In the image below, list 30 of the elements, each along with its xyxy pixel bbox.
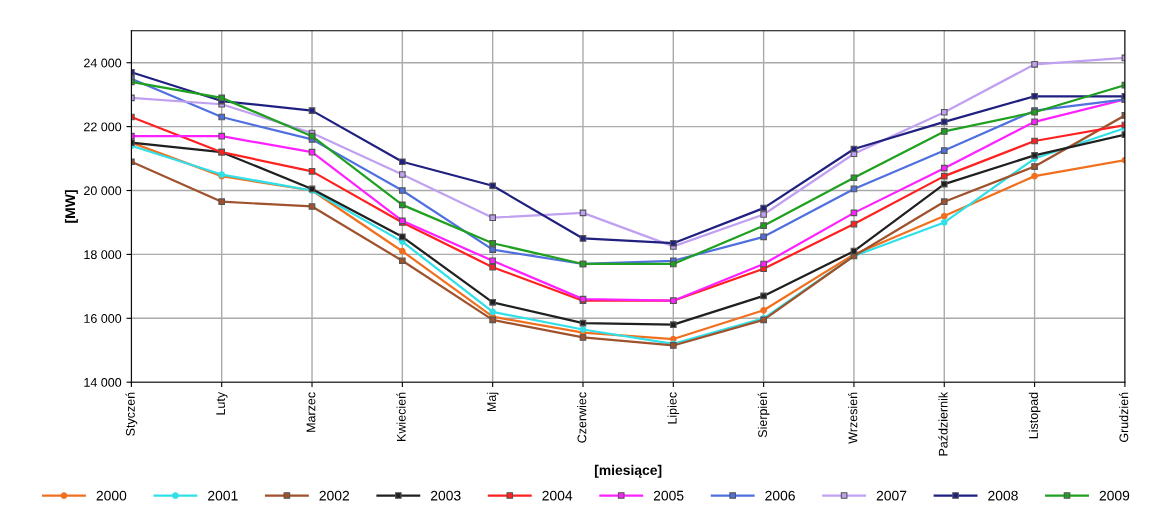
- legend-label: 2005: [653, 490, 684, 501]
- legend-label: 2008: [988, 490, 1018, 501]
- legend-label: 2000: [96, 490, 127, 501]
- legend-label: 2006: [765, 490, 795, 501]
- x-axis-title: [miesiące]: [594, 464, 662, 478]
- x-tick-label: Wrzesień: [847, 392, 858, 444]
- x-tick-label: Czerwiec: [577, 392, 587, 443]
- x-tick-label: Kwiecień: [396, 392, 406, 441]
- y-tick-label: 16 000: [84, 314, 122, 323]
- legend-label: 2002: [319, 490, 350, 501]
- x-tick-label: Listopad: [1028, 392, 1041, 439]
- x-tick-label: Lipiec: [667, 392, 680, 424]
- x-tick-label: Sierpień: [757, 392, 770, 438]
- x-tick-label: Październik: [938, 391, 948, 456]
- y-tick-label: 14 000: [84, 377, 122, 387]
- x-tick-label: Luty: [216, 391, 228, 415]
- legend-label: 2001: [208, 490, 238, 501]
- x-tick-label: Maj: [486, 392, 499, 412]
- y-tick-label: 22 000: [84, 122, 122, 132]
- x-tick-label: Styczeń: [125, 392, 138, 436]
- legend-label: 2007: [876, 490, 907, 501]
- legend-label: 2003: [430, 490, 461, 501]
- x-tick-label: Marzec: [306, 392, 316, 432]
- x-tick-label: Grudzień: [1118, 392, 1129, 442]
- y-tick-label: 24 000: [84, 58, 122, 68]
- legend-label: 2009: [1099, 490, 1130, 501]
- legend-label: 2004: [542, 490, 573, 501]
- y-axis-title: [MW]: [64, 190, 78, 223]
- y-tick-label: 20 000: [84, 186, 122, 196]
- y-tick-label: 18 000: [84, 250, 122, 260]
